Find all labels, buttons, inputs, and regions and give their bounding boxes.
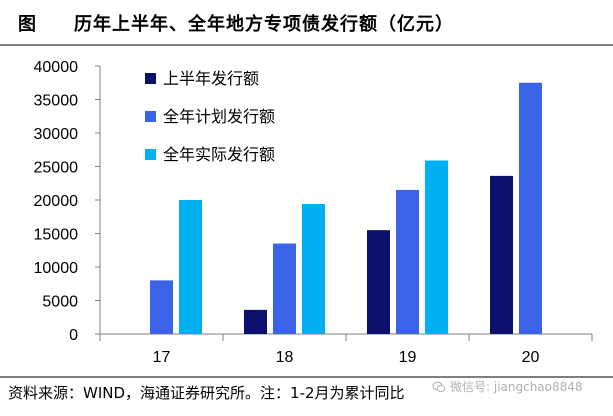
y-tick-label: 25000 xyxy=(34,160,79,177)
x-tick-label: 18 xyxy=(276,349,294,366)
y-tick-label: 5000 xyxy=(42,294,78,311)
watermark-text: 微信号: jiangchao8848 xyxy=(450,380,583,394)
bar-19-series-1 xyxy=(367,230,390,334)
x-tick-label: 17 xyxy=(153,349,171,366)
y-tick-label: 10000 xyxy=(34,260,79,277)
bar-20-series-1 xyxy=(490,175,513,334)
x-axis: 17 18 19 20 xyxy=(99,333,593,366)
chart-title: 历年上半年、全年地方专项债发行额（亿元） xyxy=(74,14,454,35)
figure-label: 图 xyxy=(18,14,36,35)
bar-19-series-3 xyxy=(425,160,448,334)
top-divider xyxy=(0,44,613,46)
bar-19-series-2 xyxy=(396,189,419,334)
legend-swatch xyxy=(145,111,156,122)
wechat-icon xyxy=(432,381,446,392)
bar-17-series-2 xyxy=(150,280,173,334)
y-tick-label: 0 xyxy=(69,327,78,344)
bar-18-series-2 xyxy=(273,243,296,334)
source-note: 资料来源：WIND，海通证券研究所。注：1-2月为累计同比 xyxy=(8,384,405,402)
y-axis: 0 5000 10000 15000 20000 25000 30000 35000 40000 xyxy=(34,59,101,344)
bar-18-series-3 xyxy=(302,204,325,334)
watermark: 微信号: jiangchao8848 xyxy=(432,378,583,395)
bars xyxy=(150,82,542,334)
x-tick-label: 20 xyxy=(522,349,540,366)
y-tick-label: 30000 xyxy=(34,126,79,143)
y-tick-label: 20000 xyxy=(34,193,79,210)
bar-17-series-3 xyxy=(179,200,202,334)
bar-18-series-1 xyxy=(244,309,267,334)
chart-title-bar: 图 历年上半年、全年地方专项债发行额（亿元） xyxy=(0,8,613,38)
legend-label: 上半年发行额 xyxy=(163,69,259,88)
y-tick-label: 35000 xyxy=(34,93,79,110)
legend-label: 全年计划发行额 xyxy=(163,107,275,126)
y-tick-label: 40000 xyxy=(34,59,79,76)
bar-20-series-2 xyxy=(519,82,542,334)
legend-label: 全年实际发行额 xyxy=(163,145,275,164)
legend-swatch xyxy=(145,149,156,160)
bottom-divider xyxy=(0,376,613,378)
legend-swatch xyxy=(145,73,156,84)
x-tick-label: 19 xyxy=(399,349,417,366)
y-tick-label: 15000 xyxy=(34,227,79,244)
